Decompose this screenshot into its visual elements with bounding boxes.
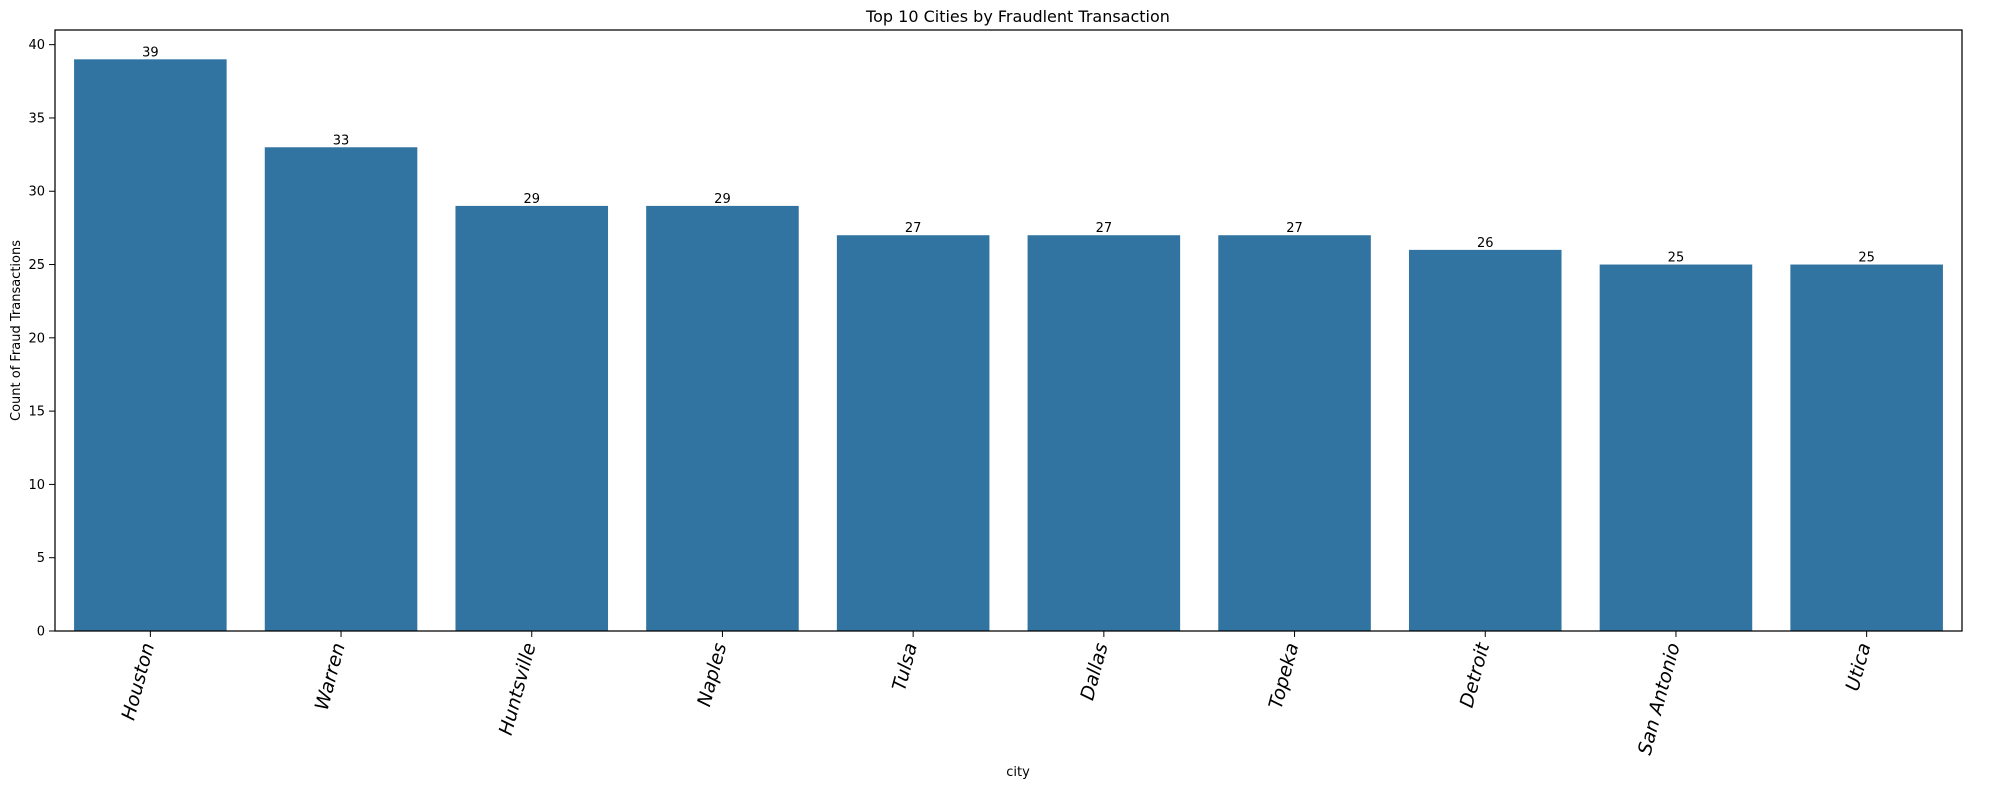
bar-value-label: 27 bbox=[1096, 221, 1113, 236]
x-tick-label: Tulsa bbox=[888, 641, 922, 694]
x-axis: Houston Warren Huntsville Naples Tulsa Dallas… bbox=[117, 631, 1875, 757]
y-tick-label: 25 bbox=[28, 258, 45, 273]
bar-naples bbox=[646, 205, 799, 631]
y-tick-label: 35 bbox=[28, 111, 45, 126]
x-tick-label: Houston bbox=[117, 641, 159, 723]
bar-dallas bbox=[1027, 235, 1181, 631]
bar-warren bbox=[264, 147, 418, 631]
x-tick-label: Topeka bbox=[1265, 641, 1304, 712]
y-tick-label: 15 bbox=[28, 405, 45, 420]
bar-houston bbox=[74, 59, 227, 631]
x-tick-label: Naples bbox=[693, 641, 731, 709]
bar-san-antonio bbox=[1599, 264, 1753, 631]
y-tick-label: 5 bbox=[37, 551, 45, 566]
bar-value-label: 26 bbox=[1477, 236, 1494, 251]
x-tick-label: Dallas bbox=[1076, 641, 1112, 703]
y-axis-title: Count of Fraud Transactions bbox=[9, 240, 24, 421]
bar-value-label: 27 bbox=[905, 221, 922, 236]
bar-value-label: 39 bbox=[142, 45, 159, 60]
y-tick-label: 20 bbox=[28, 331, 45, 346]
y-axis: 0 5 10 15 20 25 30 35 40 bbox=[28, 38, 55, 640]
bar-tulsa bbox=[836, 235, 990, 631]
y-tick-label: 0 bbox=[37, 625, 45, 640]
x-tick-label: Utica bbox=[1842, 641, 1876, 694]
plot-frame bbox=[54, 29, 1963, 632]
y-tick-label: 10 bbox=[28, 478, 45, 493]
bar-value-label: 29 bbox=[523, 192, 540, 207]
bar-huntsville bbox=[455, 205, 609, 631]
bar-value-label: 27 bbox=[1286, 221, 1303, 236]
y-tick-label: 30 bbox=[28, 185, 45, 200]
bar-value-label: 33 bbox=[333, 133, 350, 148]
bar-value-label: 25 bbox=[1668, 251, 1685, 266]
bar-utica bbox=[1790, 264, 1943, 631]
x-tick-label: Detroit bbox=[1456, 639, 1495, 710]
chart-title: Top 10 Cities by Fraudlent Transaction bbox=[865, 7, 1170, 26]
bar-detroit bbox=[1408, 249, 1562, 631]
x-tick-label: Warren bbox=[311, 641, 350, 713]
bar-value-label: 25 bbox=[1858, 251, 1875, 266]
bar-value-label: 29 bbox=[714, 192, 731, 207]
x-tick-label: San Antonio bbox=[1634, 641, 1685, 758]
bars-layer: 39 33 29 29 27 27 27 26 25 25 bbox=[74, 45, 1943, 631]
x-tick-label: Huntsville bbox=[495, 641, 541, 738]
bar-topeka bbox=[1218, 235, 1371, 631]
x-axis-title: city bbox=[1006, 765, 1030, 780]
y-tick-label: 40 bbox=[28, 38, 45, 53]
